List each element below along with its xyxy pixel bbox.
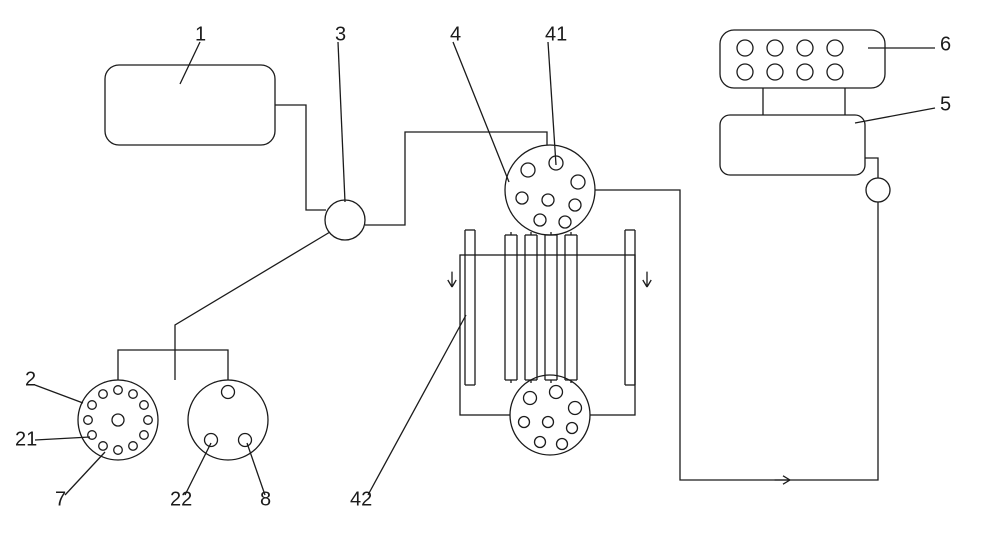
label-l6: 6 (940, 33, 951, 55)
label-l5: 5 (940, 93, 951, 115)
label-l42: 42 (350, 488, 372, 510)
label-l3: 3 (335, 23, 346, 45)
label-l21: 21 (15, 428, 37, 450)
label-l41: 41 (545, 23, 567, 45)
label-l22: 22 (170, 488, 192, 510)
disc-2 (78, 380, 158, 460)
label-l2: 2 (25, 368, 36, 390)
label-l4: 4 (450, 23, 461, 45)
label-l8: 8 (260, 488, 271, 510)
label-l1: 1 (195, 23, 206, 45)
label-l7: 7 (55, 488, 66, 510)
